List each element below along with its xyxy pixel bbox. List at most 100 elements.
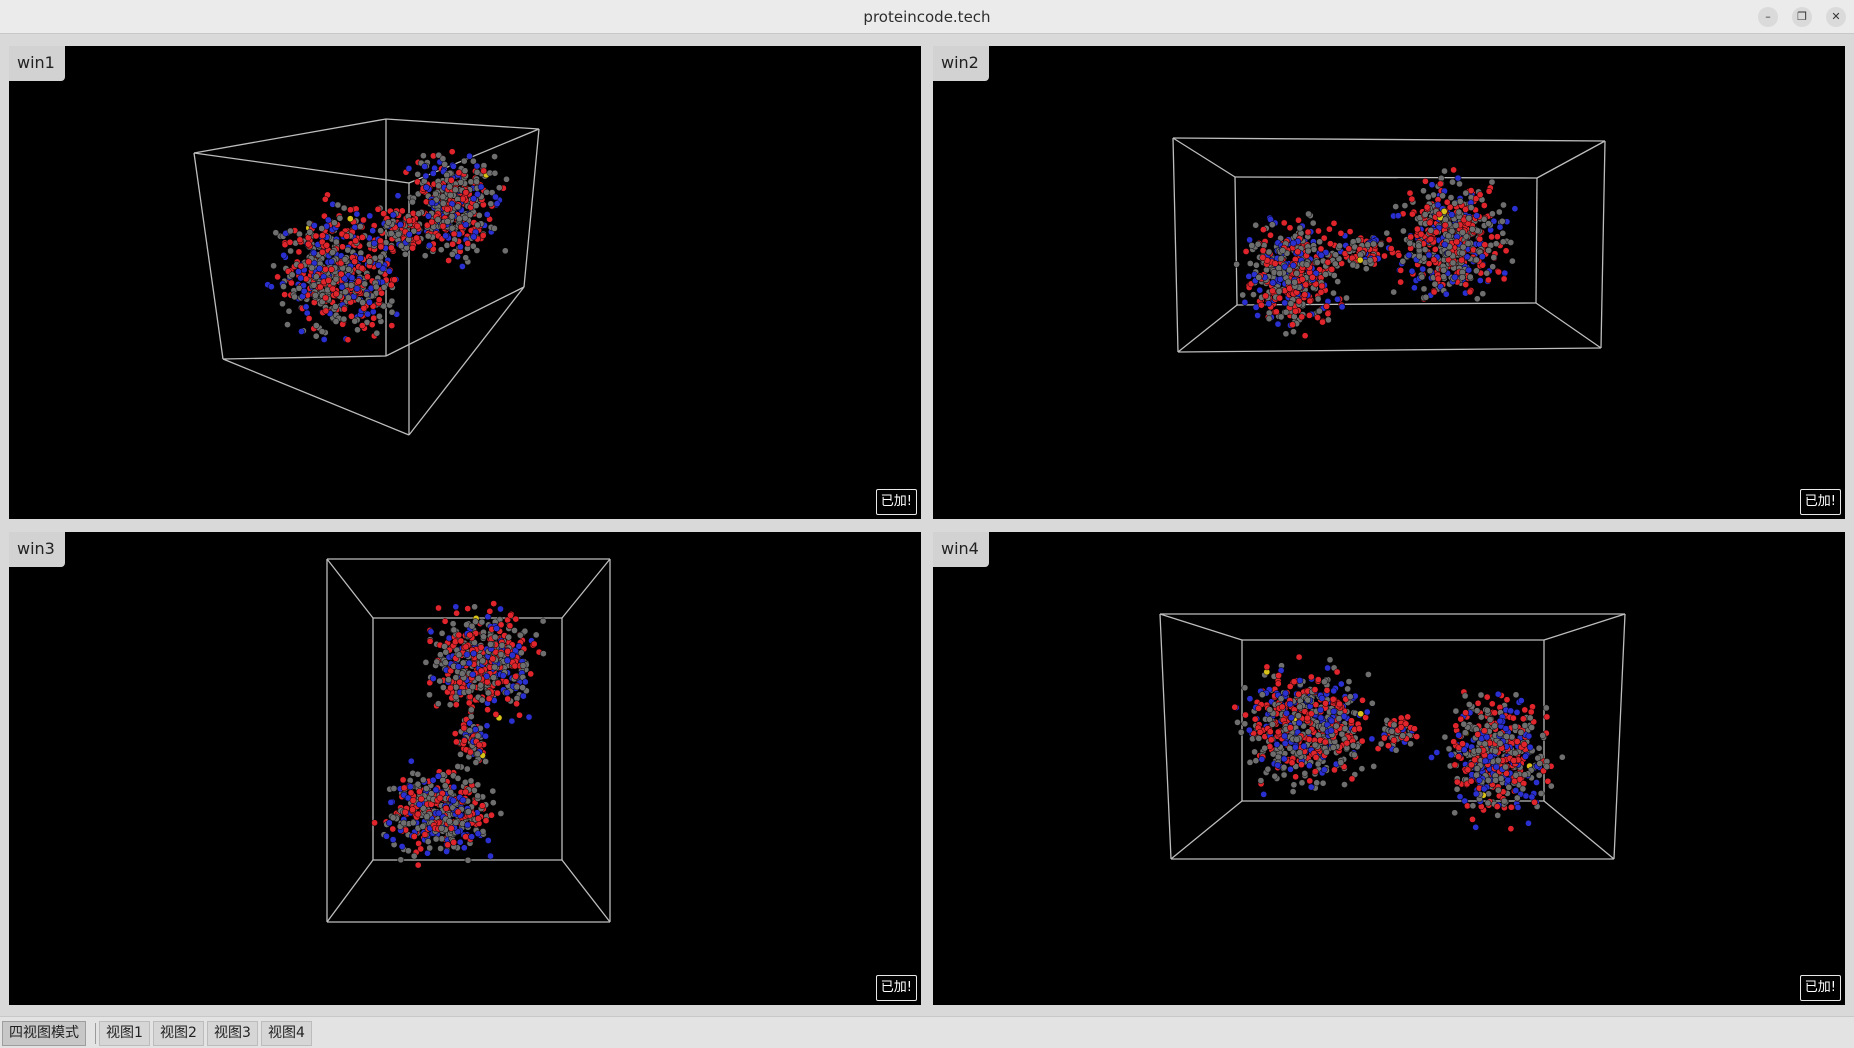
atom — [353, 285, 361, 292]
atom — [1451, 761, 1459, 769]
atom — [1483, 693, 1491, 701]
viewport-label: win3 — [9, 532, 65, 567]
atom — [1513, 738, 1521, 745]
atom — [1500, 797, 1508, 805]
atom — [420, 152, 427, 160]
atom — [1384, 742, 1392, 750]
atom — [398, 207, 406, 215]
atom — [1334, 295, 1341, 303]
atom — [1493, 763, 1500, 771]
atom — [319, 232, 326, 239]
atom — [1281, 732, 1288, 740]
atom — [322, 307, 330, 315]
atom — [1423, 203, 1431, 211]
box-edge — [193, 152, 410, 184]
atom — [363, 291, 370, 298]
atom — [1507, 239, 1515, 246]
restore-icon[interactable]: ❐ — [1792, 7, 1812, 27]
atom — [364, 310, 372, 318]
atom — [1304, 714, 1311, 722]
atom — [312, 322, 320, 329]
atom — [464, 821, 471, 829]
atom — [464, 856, 472, 864]
molecule-scene-win3 — [326, 558, 611, 923]
atom — [327, 258, 335, 266]
atom — [366, 298, 373, 306]
viewport-win4[interactable]: win4 已加! — [933, 532, 1845, 1005]
minimize-icon[interactable]: – — [1758, 7, 1778, 27]
atom — [446, 818, 453, 825]
atom — [371, 819, 378, 827]
atom — [291, 293, 298, 301]
atom — [351, 317, 359, 325]
atom — [1466, 273, 1474, 281]
atom — [1473, 295, 1481, 303]
tab-view-2[interactable]: 视图2 — [153, 1021, 204, 1046]
atom — [1442, 290, 1450, 298]
atom — [1255, 274, 1263, 281]
atom — [391, 276, 398, 284]
atom — [419, 823, 427, 830]
atom — [332, 275, 340, 283]
atom — [474, 221, 481, 229]
loaded-badge-button[interactable]: 已加! — [875, 489, 917, 515]
atom — [474, 190, 481, 198]
atom — [469, 683, 477, 691]
atom — [1480, 785, 1488, 793]
atom — [1252, 757, 1260, 765]
atom — [1476, 191, 1484, 199]
loaded-badge-button[interactable]: 已加! — [1799, 975, 1841, 1001]
atom — [484, 837, 492, 844]
atom — [421, 252, 429, 260]
atom — [1274, 728, 1282, 736]
atom — [503, 689, 511, 697]
tab-view-4[interactable]: 视图4 — [261, 1021, 312, 1046]
close-icon[interactable]: ✕ — [1826, 7, 1846, 27]
viewport-win1[interactable]: win1 已加! — [9, 46, 921, 519]
tab-quad-view[interactable]: 四视图模式 — [2, 1021, 86, 1046]
atom — [432, 190, 439, 198]
atom — [465, 659, 473, 667]
atom — [341, 305, 348, 313]
atom — [441, 161, 449, 168]
atom — [1465, 214, 1473, 222]
atom — [1295, 216, 1302, 224]
atom — [1329, 695, 1337, 703]
atom — [488, 811, 495, 819]
atom — [419, 776, 427, 784]
atom — [413, 234, 420, 242]
box-edge — [1170, 800, 1243, 860]
atom — [1266, 728, 1274, 736]
atom — [513, 700, 520, 708]
atom — [1485, 247, 1492, 254]
atom — [1517, 729, 1525, 736]
viewport-win3[interactable]: win3 已加! — [9, 532, 921, 1005]
atom — [1544, 777, 1552, 785]
atom — [1491, 747, 1499, 755]
box-edge — [326, 558, 374, 619]
box-edge — [1172, 137, 1606, 142]
loaded-badge-button[interactable]: 已加! — [1799, 489, 1841, 515]
tab-view-1[interactable]: 视图1 — [99, 1021, 150, 1046]
atom — [1383, 229, 1391, 237]
atom — [1269, 279, 1277, 287]
atom — [1325, 316, 1332, 324]
atom — [1349, 261, 1357, 269]
atom — [286, 238, 294, 246]
loaded-badge-button[interactable]: 已加! — [875, 975, 917, 1001]
molecule-scene-win2 — [1172, 137, 1606, 353]
atom — [355, 278, 362, 285]
atom — [474, 732, 482, 740]
atom — [1543, 713, 1551, 721]
atom — [1290, 781, 1298, 789]
atom — [470, 233, 478, 241]
atom — [1327, 727, 1335, 734]
atom — [1316, 238, 1323, 246]
tab-view-3[interactable]: 视图3 — [207, 1021, 258, 1046]
atom — [477, 644, 485, 651]
atom — [506, 622, 514, 630]
atom — [1241, 684, 1249, 692]
atom — [324, 216, 332, 224]
viewport-win2[interactable]: win2 已加! — [933, 46, 1845, 519]
atom — [453, 609, 460, 617]
